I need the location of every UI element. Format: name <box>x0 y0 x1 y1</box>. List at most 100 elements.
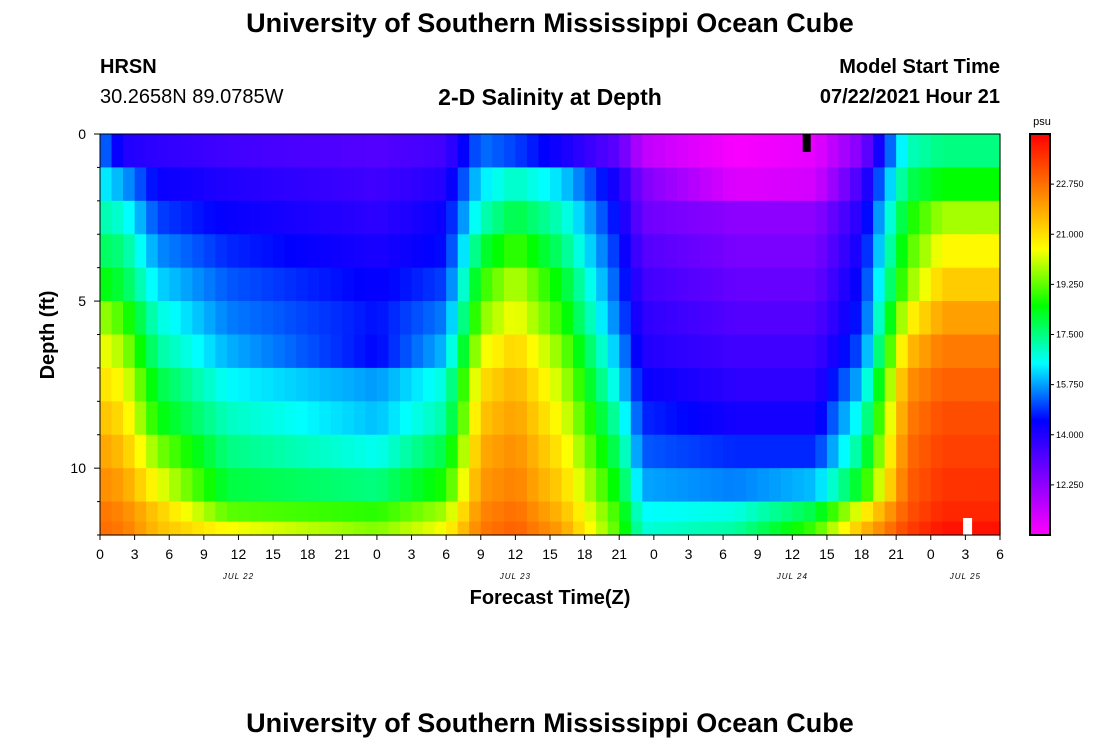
heatmap-cell <box>607 234 620 269</box>
heatmap-cell <box>573 367 586 402</box>
heatmap-cell <box>215 401 228 436</box>
heatmap-cell <box>826 134 840 169</box>
heatmap-cell <box>815 367 828 402</box>
heatmap-cell <box>919 167 932 202</box>
heatmap-cell <box>296 434 309 469</box>
heatmap-cell <box>238 234 251 269</box>
heatmap-cell <box>215 301 228 336</box>
heatmap-cell <box>376 234 390 269</box>
heatmap-cell <box>330 234 343 269</box>
heatmap-cell <box>423 334 436 369</box>
heatmap-cell <box>503 334 516 369</box>
x-tick-label: 6 <box>996 546 1004 562</box>
heatmap-cell <box>942 267 955 302</box>
heatmap-cell <box>873 401 886 436</box>
heatmap-cell <box>619 401 632 436</box>
heatmap-cell <box>365 521 378 535</box>
heatmap-cell <box>711 234 724 269</box>
heatmap-cell <box>884 334 897 369</box>
heatmap-cell <box>953 301 966 336</box>
heatmap-cell <box>296 267 309 302</box>
heatmap-cell <box>757 334 770 369</box>
heatmap-cell <box>826 234 840 269</box>
heatmap-cell <box>273 167 286 202</box>
heatmap-cell <box>446 334 459 369</box>
heatmap-cell <box>965 367 978 402</box>
heatmap-cell <box>400 167 413 202</box>
heatmap-cell <box>480 334 493 369</box>
heatmap-cell <box>515 468 528 503</box>
heatmap-cell <box>988 468 1001 503</box>
heatmap-cell <box>619 134 632 169</box>
heatmap-cell <box>653 167 666 202</box>
heatmap-cell <box>619 301 632 336</box>
heatmap-cell <box>573 301 586 336</box>
heatmap-cell <box>111 468 124 503</box>
x-tick-label: 18 <box>854 546 870 562</box>
heatmap-cell <box>400 301 413 336</box>
heatmap-cell <box>296 167 309 202</box>
heatmap-cell <box>365 401 378 436</box>
heatmap-cell <box>457 167 470 202</box>
heatmap-cell <box>896 301 909 336</box>
heatmap-cell <box>526 167 540 202</box>
y-axis-label: Depth (ft) <box>37 291 59 380</box>
heatmap-cell <box>169 468 182 503</box>
heatmap-cell <box>665 334 678 369</box>
heatmap-cell <box>573 167 586 202</box>
x-tick-label: 12 <box>508 546 524 562</box>
heatmap-cell <box>676 301 690 336</box>
heatmap-cell <box>780 167 793 202</box>
heatmap-cell <box>169 267 182 302</box>
heatmap-cell <box>630 234 643 269</box>
heatmap-cell <box>550 521 563 535</box>
heatmap-cell <box>330 334 343 369</box>
heatmap-cell <box>446 521 459 535</box>
heatmap-cell <box>988 301 1001 336</box>
heatmap-cell <box>942 434 955 469</box>
heatmap-cell <box>884 367 897 402</box>
heatmap-cell <box>446 301 459 336</box>
heatmap-cell <box>203 134 216 169</box>
x-tick-label: 6 <box>719 546 727 562</box>
heatmap-cell <box>273 367 286 402</box>
heatmap-cell <box>457 468 470 503</box>
heatmap-cell <box>896 234 909 269</box>
heatmap-cell <box>180 301 193 336</box>
heatmap-cell <box>376 468 390 503</box>
heatmap-cell <box>365 334 378 369</box>
heatmap-cell <box>342 167 355 202</box>
heatmap-cell <box>734 521 747 535</box>
heatmap-cell <box>884 521 897 535</box>
heatmap-cell <box>746 367 759 402</box>
heatmap-cell <box>907 200 920 235</box>
heatmap-cell <box>261 267 274 302</box>
heatmap-cell <box>215 468 228 503</box>
heatmap-cell <box>653 267 666 302</box>
heatmap-cell <box>157 234 170 269</box>
heatmap-cell <box>953 134 966 169</box>
heatmap-cell <box>100 434 113 469</box>
heatmap-cell <box>711 200 724 235</box>
heatmap-cell <box>676 334 690 369</box>
heatmap-cell <box>619 468 632 503</box>
heatmap-cell <box>642 301 655 336</box>
heatmap-cell <box>261 301 274 336</box>
heatmap-cell <box>146 134 159 169</box>
heatmap-cell <box>134 267 147 302</box>
heatmap-cell <box>411 301 424 336</box>
heatmap-cell <box>723 367 736 402</box>
heatmap-cell <box>250 301 263 336</box>
heatmap-cell <box>550 334 563 369</box>
heatmap-cell <box>238 200 251 235</box>
heatmap-cell <box>550 167 563 202</box>
heatmap-cell <box>284 521 297 535</box>
heatmap-cell <box>376 367 390 402</box>
x-tick-label: 9 <box>477 546 485 562</box>
heatmap-cell <box>884 301 897 336</box>
heatmap-cell <box>342 301 355 336</box>
heatmap-cell <box>411 334 424 369</box>
heatmap-cell <box>457 267 470 302</box>
heatmap-cell <box>342 367 355 402</box>
heatmap-cell <box>688 367 701 402</box>
